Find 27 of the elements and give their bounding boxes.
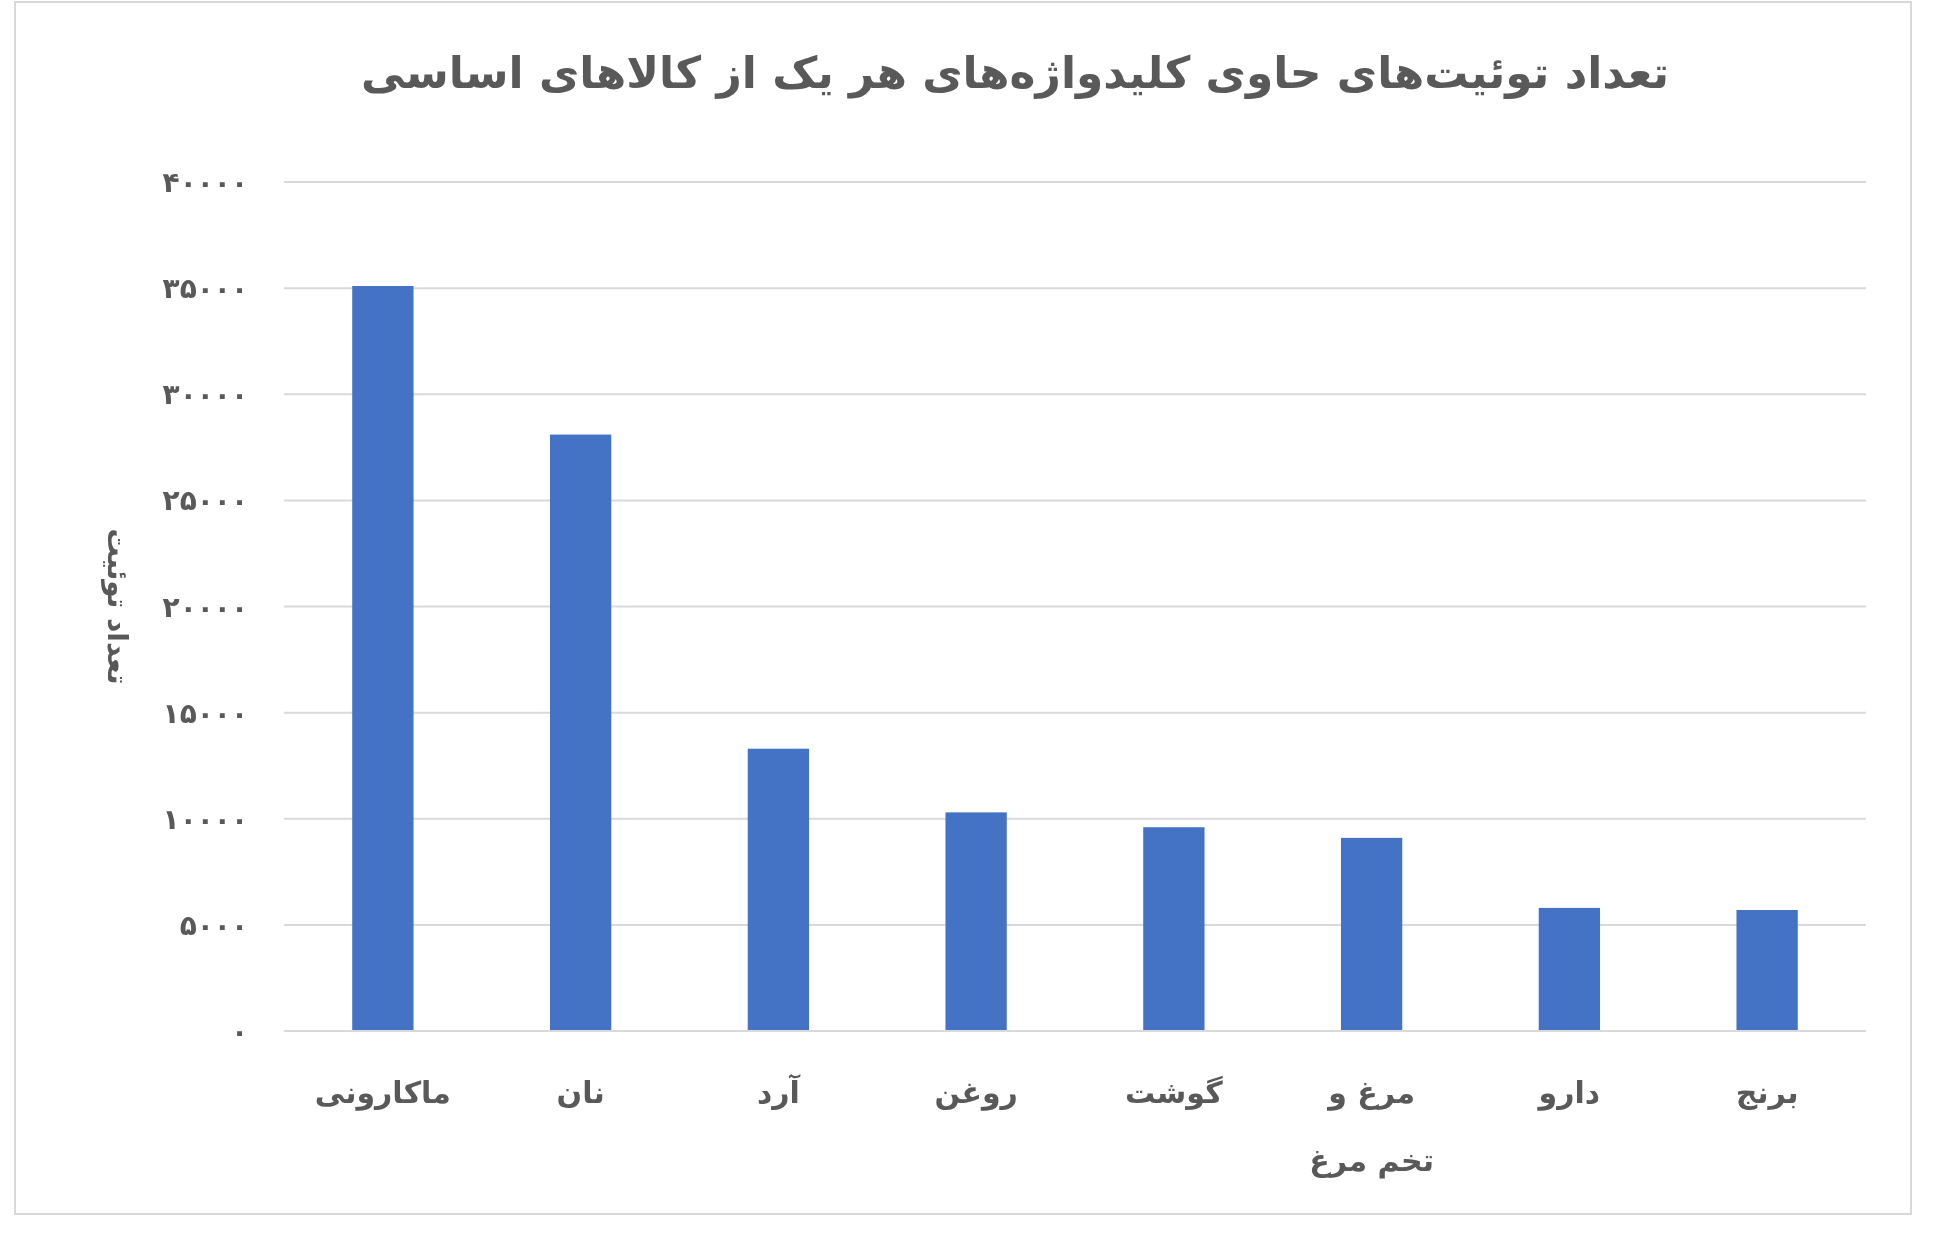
y-tick-label: ۳۰۰۰۰ [162, 378, 248, 412]
y-tick-label: ۲۵۰۰۰ [162, 484, 248, 518]
y-tick-label: ۲۰۰۰۰ [162, 590, 248, 624]
x-tick-label: مرغ و تخم مرغ [1309, 1075, 1434, 1179]
y-tick-label: ۱۵۰۰۰ [162, 696, 248, 730]
bar [1340, 837, 1403, 1031]
bar [747, 748, 810, 1031]
y-tick-label: ۰ [230, 1015, 248, 1048]
x-tick-label: دارو [1536, 1075, 1601, 1111]
y-tick-label: ۱۰۰۰۰ [162, 802, 248, 836]
x-tick-label: روغن [934, 1075, 1018, 1111]
y-tick-label: ۴۰۰۰۰ [162, 166, 248, 199]
bar [1736, 910, 1798, 1031]
bar [352, 286, 414, 1031]
x-tick-label: برنج [1735, 1075, 1799, 1110]
x-tick-label: گوشت [1125, 1075, 1224, 1110]
y-tick-label: ۵۰۰۰ [179, 908, 248, 942]
y-tick-label: ۳۵۰۰۰ [162, 272, 248, 306]
bar [945, 812, 1007, 1031]
bar [1538, 907, 1601, 1031]
chart-title: تعداد توئیت‌های حاوی کلیدواژه‌های هر یک از کالاهای اساسی [360, 47, 1670, 99]
x-tick-label: نان [556, 1075, 605, 1110]
bar [1143, 827, 1205, 1031]
bar [549, 434, 612, 1031]
x-tick-label: ماکارونی [314, 1075, 451, 1111]
y-axis-title: تعداد توئیت [101, 528, 134, 685]
x-tick-label: آرد [756, 1074, 801, 1110]
